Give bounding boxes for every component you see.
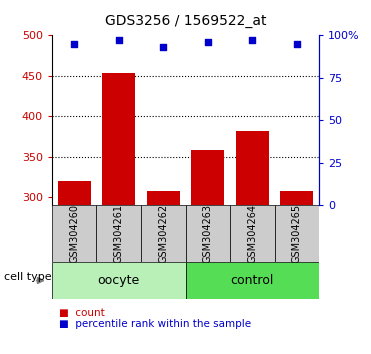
Text: GSM304261: GSM304261 xyxy=(114,204,124,263)
Text: ■  percentile rank within the sample: ■ percentile rank within the sample xyxy=(59,319,252,329)
Point xyxy=(71,41,77,47)
Bar xyxy=(191,150,224,205)
Bar xyxy=(186,262,319,299)
Text: ■  count: ■ count xyxy=(59,308,105,318)
Bar xyxy=(230,205,275,262)
Text: GSM304263: GSM304263 xyxy=(203,204,213,263)
Text: cell type: cell type xyxy=(4,272,51,282)
Bar xyxy=(102,73,135,205)
Bar xyxy=(52,262,186,299)
Text: GDS3256 / 1569522_at: GDS3256 / 1569522_at xyxy=(105,14,266,28)
Bar xyxy=(58,181,91,205)
Bar xyxy=(52,205,96,262)
Text: control: control xyxy=(231,274,274,287)
Text: GSM304262: GSM304262 xyxy=(158,204,168,263)
Bar xyxy=(186,205,230,262)
Bar xyxy=(147,191,180,205)
Bar xyxy=(236,131,269,205)
Text: GSM304260: GSM304260 xyxy=(69,204,79,263)
Text: oocyte: oocyte xyxy=(98,274,140,287)
Point xyxy=(205,39,211,45)
Text: GSM304264: GSM304264 xyxy=(247,204,257,263)
Point xyxy=(116,38,122,43)
Bar xyxy=(96,205,141,262)
Bar xyxy=(280,191,313,205)
Text: GSM304265: GSM304265 xyxy=(292,204,302,263)
Bar xyxy=(141,205,186,262)
Point xyxy=(249,38,255,43)
Point xyxy=(160,45,166,50)
Bar xyxy=(275,205,319,262)
Point xyxy=(294,41,300,47)
